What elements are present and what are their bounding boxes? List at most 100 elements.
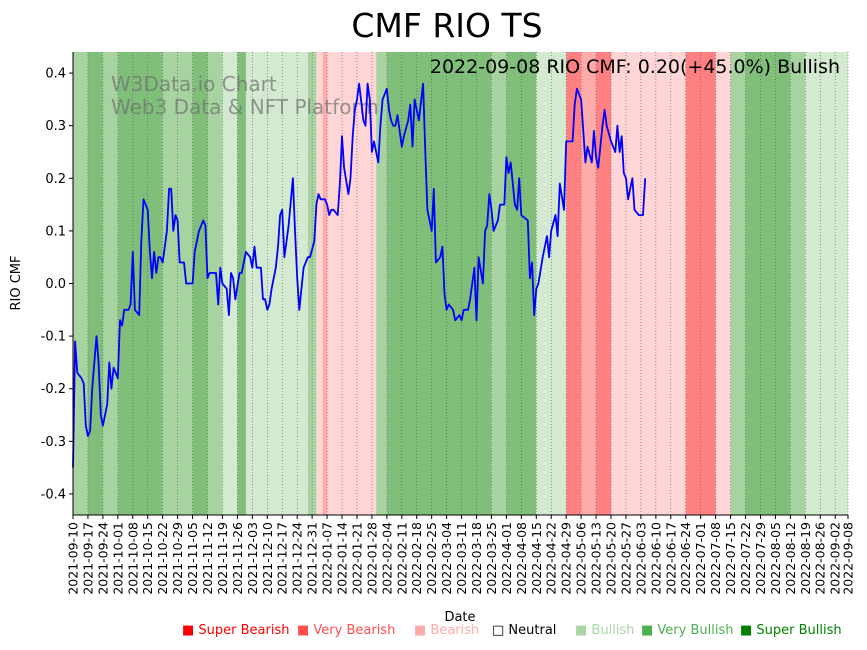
y-axis-label: RIO CMF [9,255,24,310]
band-very_bullish-2 [102,52,118,515]
x-tick-label-16: 2021-12-31 [305,522,320,595]
x-tick-label-33: 2022-04-29 [559,522,574,595]
x-tick-label-50: 2022-08-26 [813,522,828,595]
band-very_bullish-6 [207,52,223,515]
x-tick-label-51: 2022-09-02 [828,522,843,595]
x-tick-label-43: 2022-07-08 [708,522,723,595]
x-tick-label-2: 2021-09-24 [95,522,110,595]
x-tick-label-17: 2022-01-07 [320,522,335,595]
series-line-0 [72,82,647,468]
band-bearish-13 [327,52,377,515]
x-tick-label-12: 2021-12-03 [245,522,260,595]
latest-value-annotation: 2022-09-08 RIO CMF: 0.20(+45.0%) Bullish [430,56,840,78]
x-tick-label-25: 2022-03-04 [439,522,454,595]
cmf-series [72,82,647,468]
x-tick-label-41: 2022-06-24 [678,522,693,595]
band-very_bullish-14 [376,52,387,515]
band-very_bearish-20 [581,52,597,515]
x-tick-label-32: 2022-04-22 [544,522,559,595]
band-very_bullish-16 [491,52,507,515]
legend-item-5: ■ Very Bullish [641,623,733,638]
x-tick-label-3: 2021-10-01 [110,522,125,595]
band-super_bearish-21 [596,52,612,515]
watermark-line-1: W3Data.io Chart [111,72,277,96]
x-tick-label-26: 2022-03-11 [454,522,469,595]
y-tick-label-0: -0.4 [41,487,66,502]
y-tick-label-7: 0.3 [45,119,66,134]
x-tick-label-11: 2021-11-26 [230,522,245,595]
x-tick-label-44: 2022-07-15 [723,522,738,595]
band-very_bearish-12 [322,52,328,515]
x-tick-label-45: 2022-07-22 [738,522,753,595]
x-tick-label-10: 2021-11-19 [215,522,230,595]
x-tick-label-37: 2022-05-27 [618,522,633,595]
x-tick-label-42: 2022-07-01 [693,522,708,595]
sentiment-bands [73,52,848,515]
band-super_bearish-19 [566,52,582,515]
x-tick-label-28: 2022-03-25 [484,522,499,595]
x-tick-label-21: 2022-02-04 [379,522,394,595]
y-ticks: -0.4 -0.3 -0.2 -0.1 0.0 0.1 0.2 0.3 0.4 [41,67,73,502]
x-tick-label-0: 2021-09-10 [66,522,81,595]
x-tick-label-4: 2021-10-08 [125,522,140,595]
band-bearish-22 [611,52,686,515]
band-super_bullish-1 [87,52,103,515]
band-bullish-9 [245,52,308,515]
x-tick-label-1: 2021-09-17 [80,522,95,595]
band-super_bullish-26 [745,52,791,515]
x-tick-label-34: 2022-05-06 [574,522,589,595]
x-tick-label-22: 2022-02-11 [394,522,409,595]
x-tick-label-49: 2022-08-19 [798,522,813,595]
watermark-line-2: Web3 Data & NFT Platform [111,95,379,119]
band-bearish-11 [316,52,323,515]
y-tick-label-5: 0.1 [45,224,66,239]
x-tick-label-20: 2022-01-28 [364,522,379,595]
x-tick-label-29: 2022-04-01 [499,522,514,595]
x-tick-label-18: 2022-01-14 [335,522,350,595]
x-tick-label-27: 2022-03-18 [469,522,484,595]
x-tick-label-48: 2022-08-12 [783,522,798,595]
legend-item-1: ■ Very Bearish [297,623,395,638]
legend-item-4: ■ Bullish [575,623,634,638]
band-bearish-24 [715,52,731,515]
band-super_bullish-15 [386,52,492,515]
legend-item-0: ■ Super Bearish [182,623,290,638]
y-tick-label-4: 0.0 [45,277,66,292]
x-tick-label-13: 2021-12-10 [260,522,275,595]
x-tick-label-31: 2022-04-15 [529,522,544,595]
x-tick-label-7: 2021-10-29 [170,522,185,595]
x-tick-label-9: 2021-11-12 [200,522,215,595]
x-tick-label-39: 2022-06-10 [648,522,663,595]
x-tick-label-24: 2022-02-25 [424,522,439,595]
band-very_bullish-25 [730,52,746,515]
x-axis-label: Date [444,610,475,625]
band-very_bullish-27 [790,52,806,515]
x-tick-label-8: 2021-11-05 [185,522,200,595]
y-tick-label-1: -0.3 [41,435,66,450]
y-tick-label-3: -0.1 [41,330,66,345]
x-tick-label-6: 2021-10-22 [155,522,170,595]
band-bullish-28 [805,52,848,515]
x-ticks: 2021-09-10 2021-09-17 2021-09-24 2021-10-01… [66,515,856,595]
band-super_bullish-8 [237,52,246,515]
x-tick-label-52: 2022-09-08 [841,522,856,595]
band-very_bullish-0 [73,52,88,515]
x-tick-label-14: 2021-12-17 [275,522,290,595]
band-super_bullish-5 [192,52,208,515]
x-tick-label-5: 2021-10-15 [140,522,155,595]
legend-item-2: ■ Bearish [414,623,479,638]
legend-item-6: ■ Super Bullish [740,623,842,638]
x-tick-label-38: 2022-06-03 [633,522,648,595]
x-tick-label-47: 2022-08-05 [768,522,783,595]
x-tick-label-40: 2022-06-17 [663,522,678,595]
y-tick-label-6: 0.2 [45,172,66,187]
legend: ■ Super Bearish ■ Very Bearish ■ Bearish □ … [182,623,842,638]
x-tick-label-46: 2022-07-29 [753,522,768,595]
chart-title: CMF RIO TS [351,6,542,45]
x-tick-label-19: 2022-01-21 [349,522,364,595]
x-tick-label-15: 2021-12-24 [290,522,305,595]
legend-item-3: □ Neutral [492,623,556,638]
x-tick-label-23: 2022-02-18 [409,522,424,595]
